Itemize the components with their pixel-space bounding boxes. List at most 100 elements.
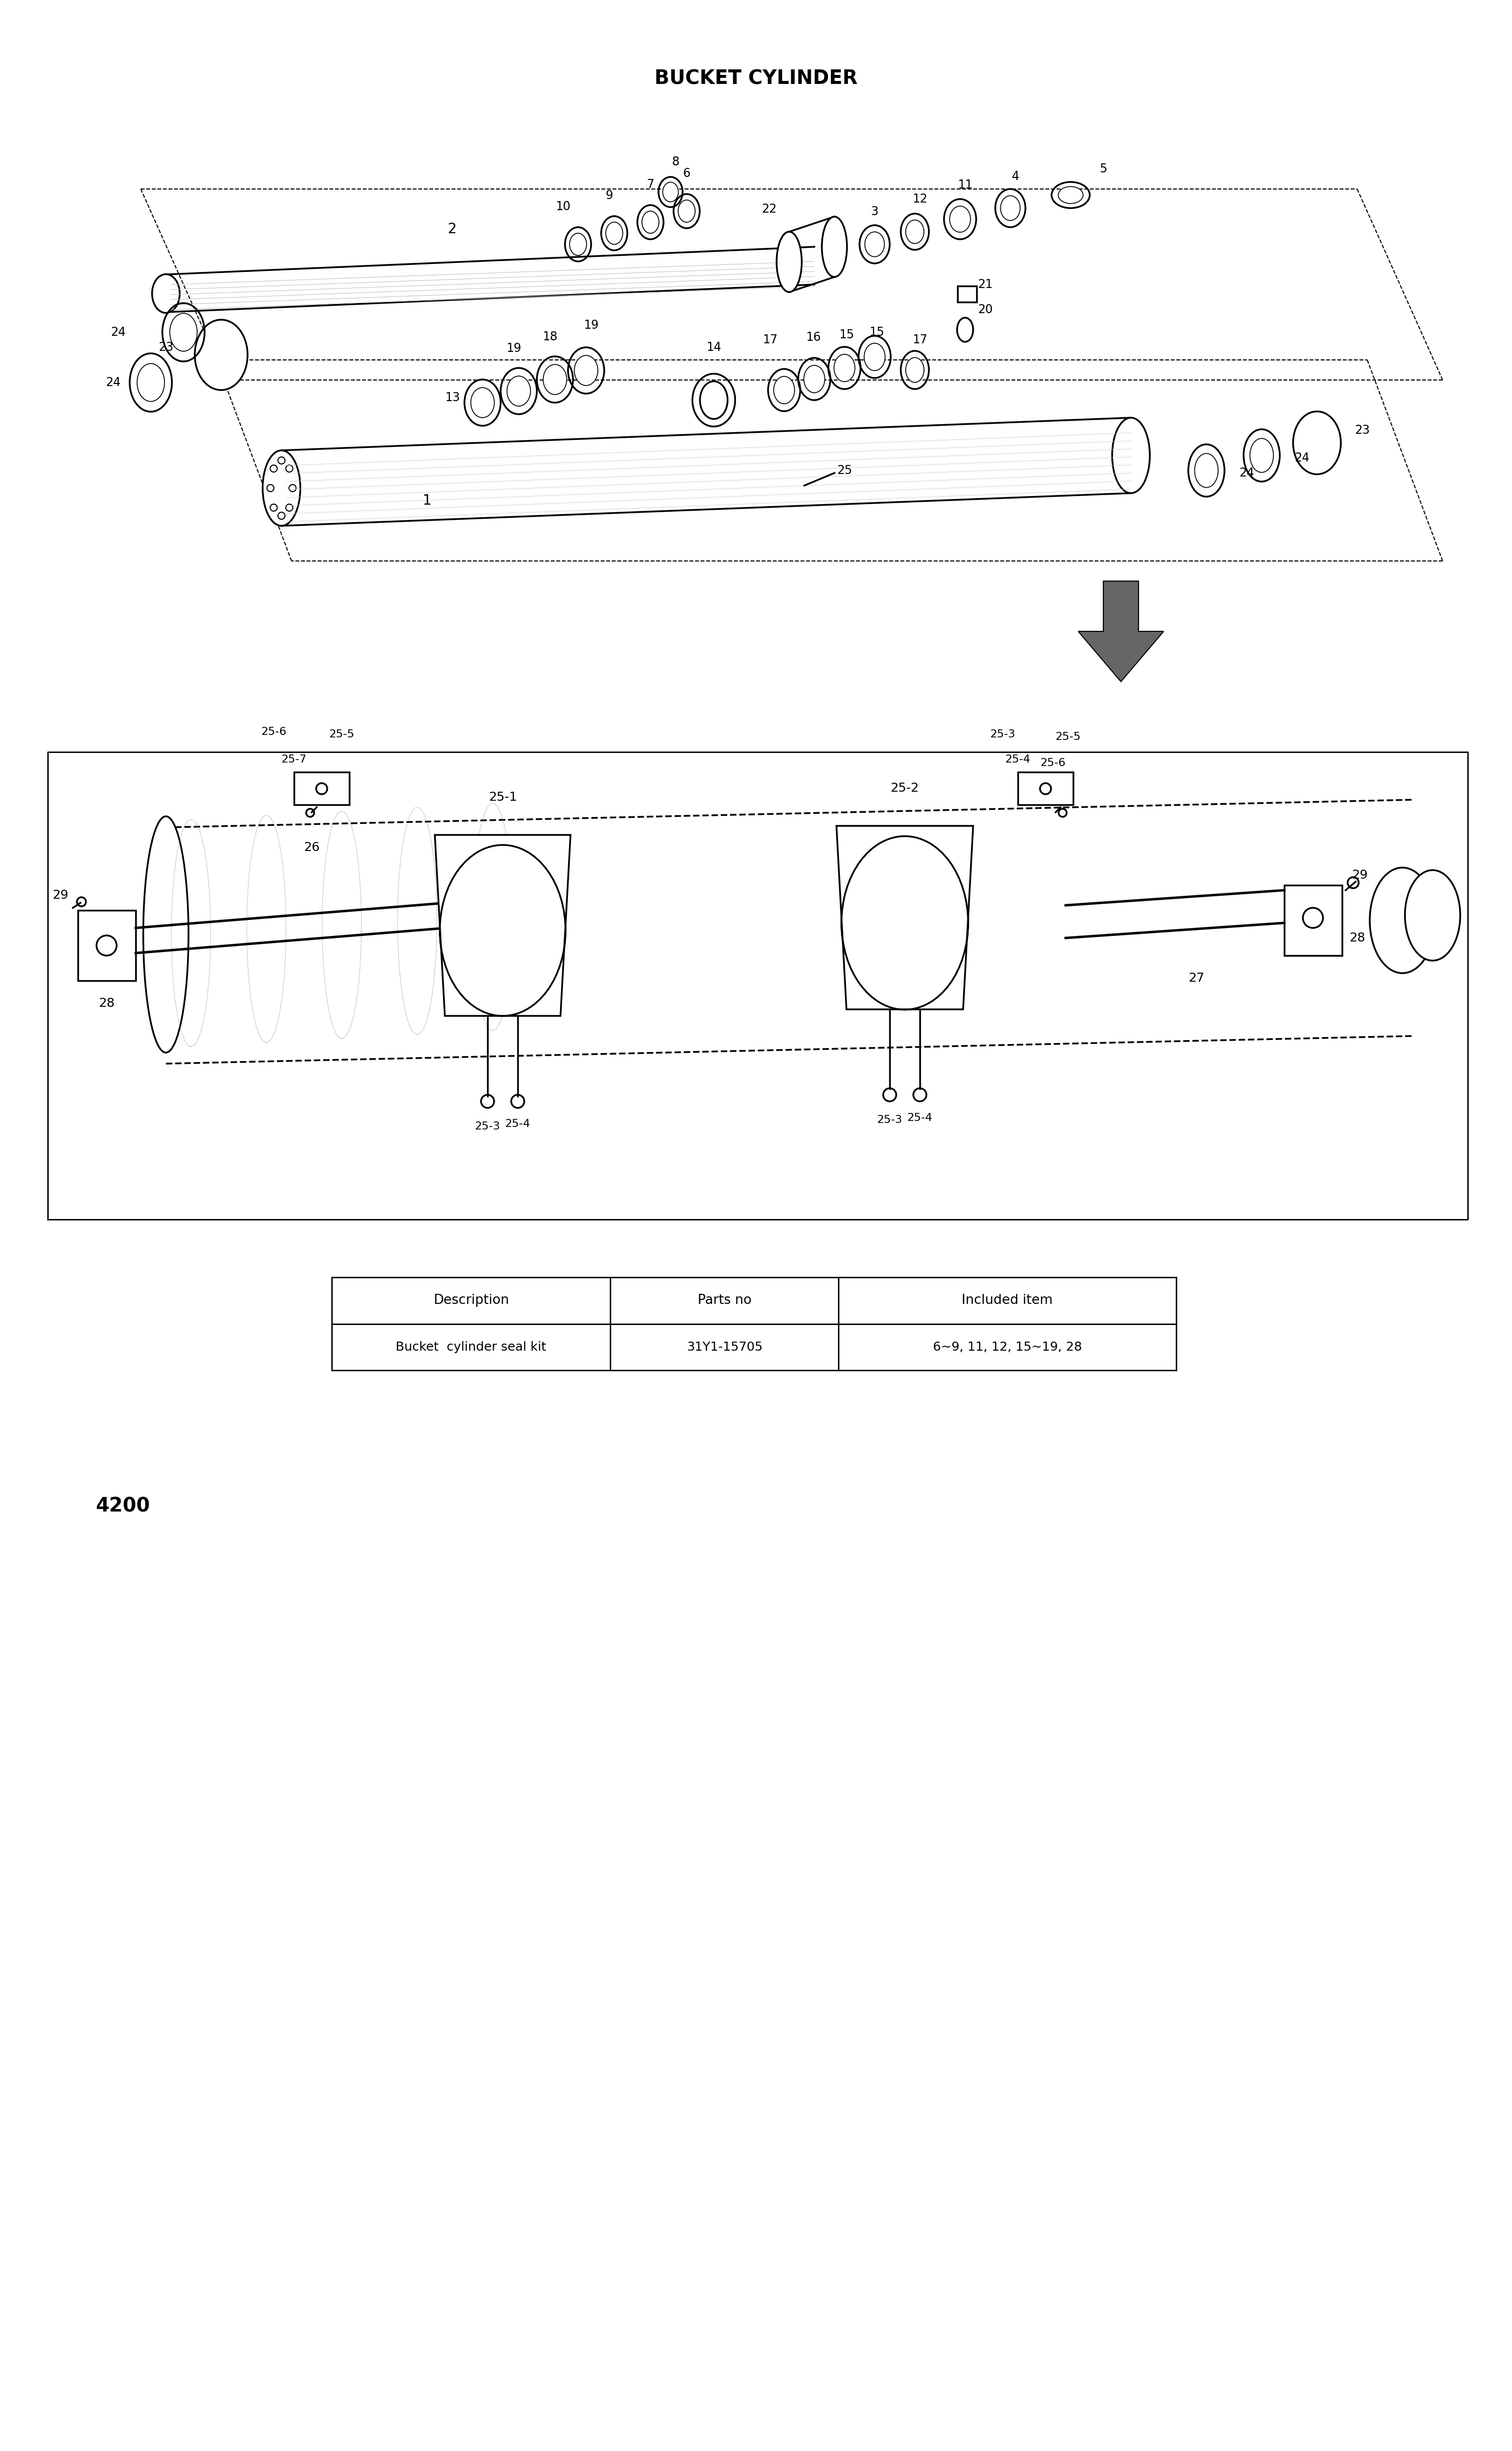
Polygon shape xyxy=(836,826,974,1010)
Ellipse shape xyxy=(950,206,971,233)
Text: Bucket  cylinder seal kit: Bucket cylinder seal kit xyxy=(396,1341,546,1353)
Text: 17: 17 xyxy=(762,333,777,346)
Polygon shape xyxy=(435,836,570,1015)
Text: 24: 24 xyxy=(1294,451,1309,463)
Ellipse shape xyxy=(774,377,795,404)
Text: 8: 8 xyxy=(671,157,679,167)
Text: 6: 6 xyxy=(683,167,691,179)
Ellipse shape xyxy=(1058,186,1083,203)
Text: 25-2: 25-2 xyxy=(891,782,919,794)
Text: 3: 3 xyxy=(871,206,878,218)
Ellipse shape xyxy=(1113,417,1149,493)
Text: 5: 5 xyxy=(1099,162,1107,174)
Ellipse shape xyxy=(138,363,165,402)
Ellipse shape xyxy=(679,201,696,223)
Ellipse shape xyxy=(865,343,885,370)
Ellipse shape xyxy=(906,221,924,243)
Ellipse shape xyxy=(823,216,847,277)
Ellipse shape xyxy=(606,223,623,245)
Text: 31Y1-15705: 31Y1-15705 xyxy=(686,1341,762,1353)
Text: 16: 16 xyxy=(806,331,821,343)
FancyBboxPatch shape xyxy=(79,909,136,980)
Text: 4: 4 xyxy=(1012,172,1019,181)
Text: 6~9, 11, 12, 15~19, 28: 6~9, 11, 12, 15~19, 28 xyxy=(933,1341,1083,1353)
Ellipse shape xyxy=(777,233,801,292)
Text: 25: 25 xyxy=(836,463,853,475)
Text: BUCKET CYLINDER: BUCKET CYLINDER xyxy=(655,69,857,88)
Ellipse shape xyxy=(835,355,854,382)
Ellipse shape xyxy=(1293,412,1341,473)
Ellipse shape xyxy=(1194,453,1219,488)
Ellipse shape xyxy=(700,382,727,419)
Text: 17: 17 xyxy=(912,333,927,346)
Ellipse shape xyxy=(169,314,197,350)
Ellipse shape xyxy=(906,358,924,382)
Ellipse shape xyxy=(1250,439,1273,473)
Text: 24: 24 xyxy=(106,377,121,390)
Text: 25-3: 25-3 xyxy=(877,1115,903,1125)
Text: 25-3: 25-3 xyxy=(990,730,1016,740)
Text: 13: 13 xyxy=(445,392,460,404)
Text: 25-4: 25-4 xyxy=(907,1113,933,1123)
Text: Included item: Included item xyxy=(962,1294,1052,1306)
Text: Description: Description xyxy=(434,1294,510,1306)
Text: 11: 11 xyxy=(957,179,972,191)
FancyBboxPatch shape xyxy=(293,772,349,804)
Text: 12: 12 xyxy=(912,194,927,206)
Bar xyxy=(331,1277,1176,1370)
Text: 25-4: 25-4 xyxy=(505,1120,531,1130)
Text: 25-6: 25-6 xyxy=(1040,757,1066,767)
Ellipse shape xyxy=(195,319,248,390)
Text: 29: 29 xyxy=(1352,870,1368,882)
Text: 25-5: 25-5 xyxy=(1055,733,1081,743)
Ellipse shape xyxy=(1405,870,1461,961)
Text: 23: 23 xyxy=(159,341,174,353)
Ellipse shape xyxy=(263,451,301,527)
FancyBboxPatch shape xyxy=(1018,772,1074,804)
Ellipse shape xyxy=(804,365,824,392)
Text: 25-1: 25-1 xyxy=(488,792,517,804)
FancyBboxPatch shape xyxy=(1284,885,1343,956)
Text: 28: 28 xyxy=(1349,931,1365,944)
Text: 15: 15 xyxy=(869,326,885,338)
Text: 7: 7 xyxy=(647,179,655,191)
Text: 26: 26 xyxy=(304,841,319,853)
Text: 25-6: 25-6 xyxy=(262,728,287,738)
Text: 25-7: 25-7 xyxy=(281,755,307,765)
Ellipse shape xyxy=(643,211,659,233)
Ellipse shape xyxy=(507,375,531,407)
Text: 23: 23 xyxy=(1355,424,1370,436)
Text: 22: 22 xyxy=(762,203,777,216)
Text: 1: 1 xyxy=(423,493,432,507)
Text: 4200: 4200 xyxy=(95,1498,150,1515)
Text: 9: 9 xyxy=(605,189,612,201)
Ellipse shape xyxy=(570,233,587,255)
Ellipse shape xyxy=(153,275,180,314)
Ellipse shape xyxy=(543,365,567,395)
Text: 15: 15 xyxy=(839,328,854,341)
Text: 14: 14 xyxy=(706,341,721,353)
Polygon shape xyxy=(1078,581,1164,681)
Text: 25-5: 25-5 xyxy=(330,730,354,740)
Text: 24: 24 xyxy=(110,326,125,338)
Text: 27: 27 xyxy=(1188,973,1205,985)
Ellipse shape xyxy=(1370,868,1435,973)
Text: 25-3: 25-3 xyxy=(475,1123,500,1132)
Text: 29: 29 xyxy=(53,890,68,902)
Text: 19: 19 xyxy=(584,319,599,331)
Ellipse shape xyxy=(662,181,679,201)
Ellipse shape xyxy=(1001,196,1021,221)
Text: 10: 10 xyxy=(555,201,570,213)
Text: 24: 24 xyxy=(1238,468,1253,478)
Ellipse shape xyxy=(865,233,885,257)
Text: 28: 28 xyxy=(98,998,115,1010)
Ellipse shape xyxy=(470,387,494,417)
Text: 19: 19 xyxy=(507,343,522,355)
Text: 18: 18 xyxy=(543,331,558,343)
Text: 2: 2 xyxy=(448,223,457,235)
FancyBboxPatch shape xyxy=(957,287,977,301)
Text: 25-4: 25-4 xyxy=(1005,755,1031,765)
Text: Parts no: Parts no xyxy=(697,1294,751,1306)
Ellipse shape xyxy=(144,816,189,1051)
Ellipse shape xyxy=(575,355,597,385)
